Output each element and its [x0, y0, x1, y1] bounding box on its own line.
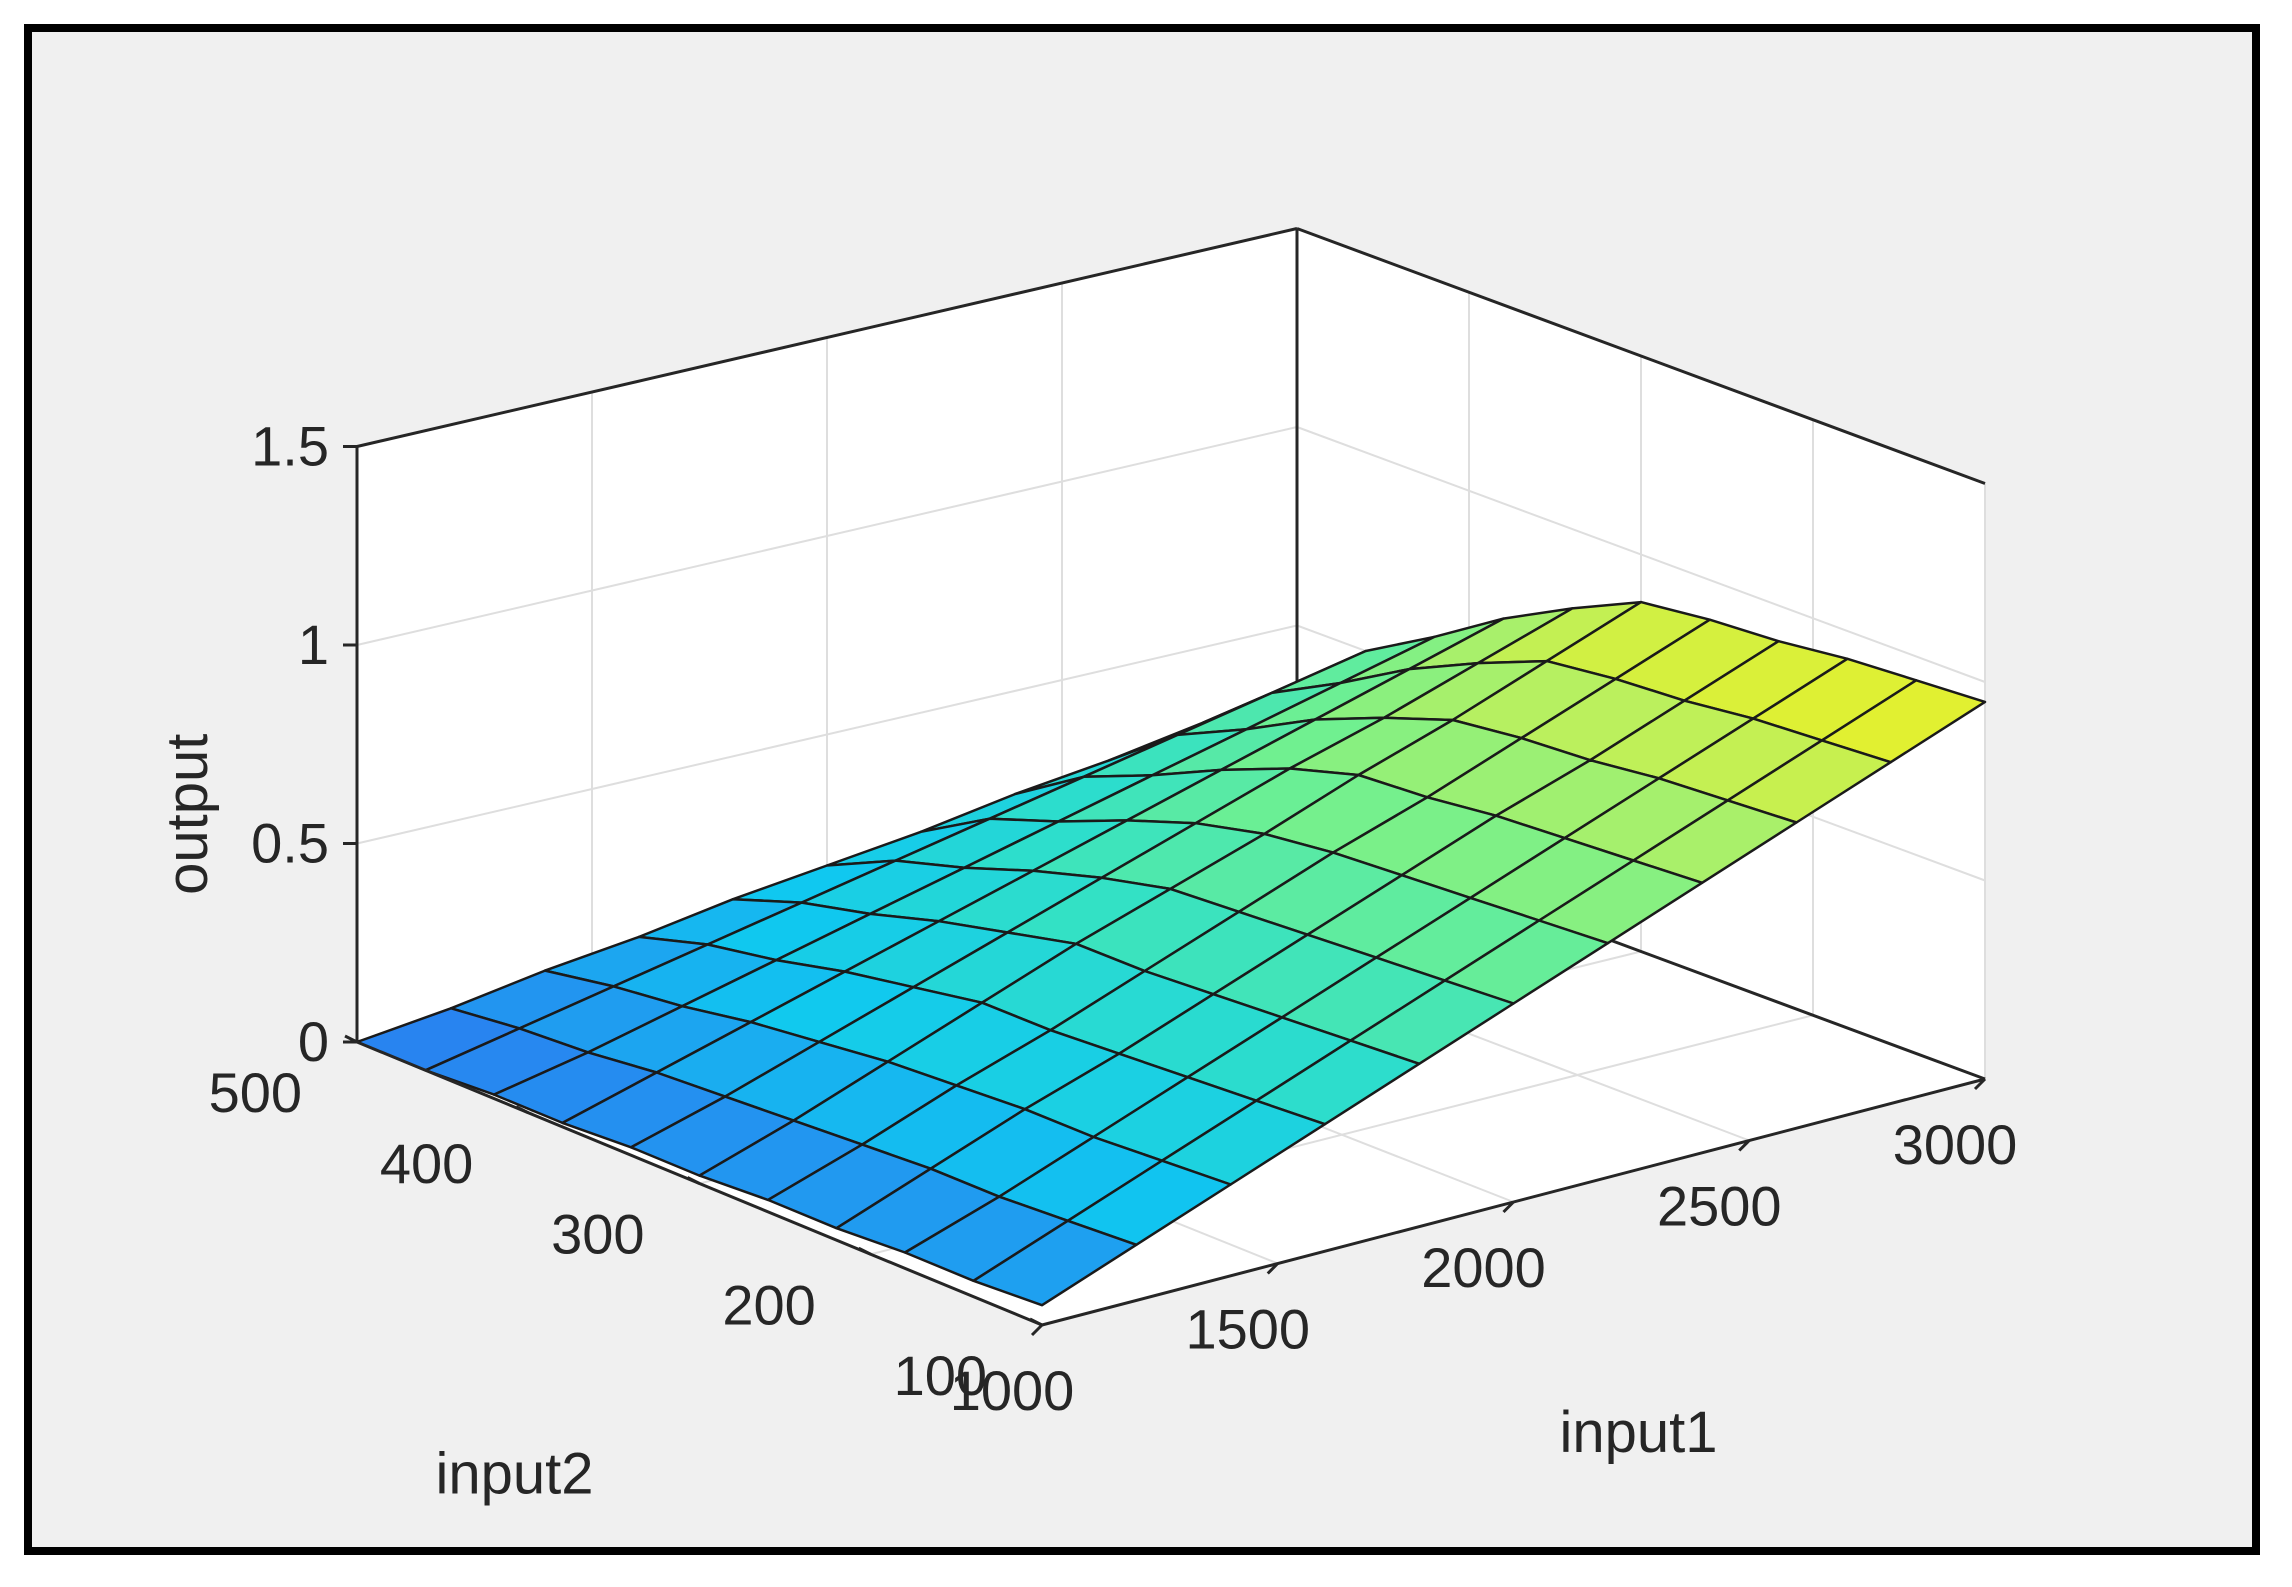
z-tick-label: 0	[298, 1010, 329, 1073]
wall-grid-z	[1296, 426, 1986, 683]
x-tick-label: 3000	[1893, 1113, 2018, 1176]
wall-grid-z	[356, 624, 1298, 845]
figure-frame: 1000 1500 2000 2500 3000 100 200 300 400 500 0 0.5 1…	[24, 24, 2260, 1555]
y-tick-label: 400	[380, 1132, 473, 1195]
y-tick-label: 100	[894, 1344, 987, 1407]
x-tick-label: 2500	[1657, 1175, 1782, 1238]
x-tick	[1973, 1077, 1987, 1091]
y-axis-label: input2	[435, 1442, 593, 1507]
box-edge	[1296, 227, 1986, 485]
z-tick-label: 1.5	[251, 415, 329, 478]
surface-patch	[972, 1219, 1138, 1307]
x-tick	[1030, 1323, 1044, 1337]
z-axis-label: output	[155, 734, 220, 895]
x-tick-label: 2000	[1421, 1236, 1546, 1299]
box-edge	[356, 227, 1298, 448]
z-tick-label: 1	[298, 613, 329, 676]
x-tick-label: 1000	[950, 1359, 1075, 1422]
y-tick	[858, 1246, 872, 1256]
x-tick	[1502, 1200, 1515, 1214]
x-axis-label: input1	[1559, 1400, 1717, 1465]
y-tick	[515, 1105, 529, 1115]
y-tick-label: 300	[551, 1203, 644, 1266]
y-tick	[686, 1176, 701, 1185]
front-axes	[343, 445, 1987, 1337]
x-tick	[1266, 1262, 1279, 1275]
y-tick-label: 500	[209, 1061, 302, 1124]
y-tick	[1029, 1317, 1043, 1327]
wall-grid-z	[356, 426, 1298, 646]
y-tick-label: 200	[722, 1273, 815, 1336]
x-tick-label: 1500	[1185, 1298, 1310, 1361]
z-tick-label: 0.5	[251, 812, 329, 875]
surface-layer	[355, 600, 1987, 1307]
x-tick	[1738, 1139, 1751, 1152]
